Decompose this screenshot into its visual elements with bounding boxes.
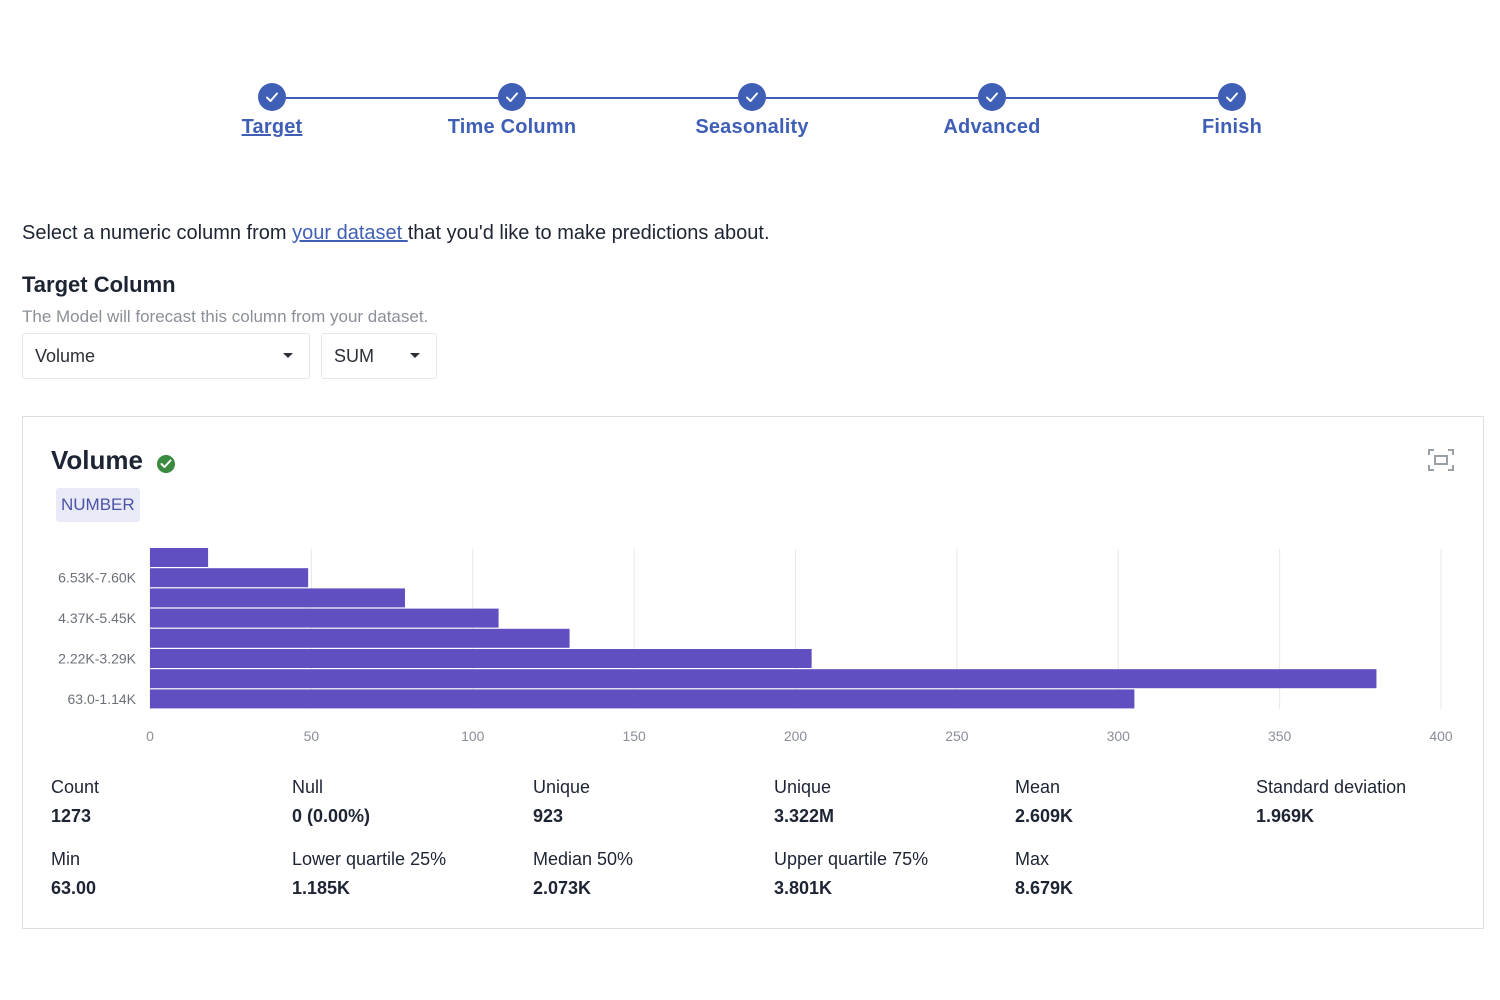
- chevron-down-icon: [410, 353, 420, 358]
- y-tick-label: 63.0-1.14K: [68, 691, 137, 707]
- target-column-select[interactable]: Volume: [22, 333, 310, 379]
- stat-value: 1.185K: [292, 878, 351, 898]
- target-column-description: The Model will forecast this column from…: [22, 307, 429, 326]
- x-tick-label: 250: [945, 728, 969, 744]
- stat-value: 63.00: [51, 878, 97, 898]
- chevron-down-icon: [283, 353, 293, 358]
- step-check-icon: [258, 83, 286, 111]
- stat-value: 1.969K: [1256, 806, 1315, 826]
- histogram-bar[interactable]: [150, 628, 570, 648]
- step-advanced[interactable]: Advanced: [872, 83, 1112, 139]
- x-tick-label: 400: [1429, 728, 1453, 744]
- aggregation-select[interactable]: SUM: [321, 333, 437, 379]
- x-tick-label: 300: [1107, 728, 1131, 744]
- stat-value: 8.679K: [1015, 878, 1074, 898]
- step-target[interactable]: Target: [152, 83, 392, 139]
- check-circle-icon: [157, 455, 175, 473]
- step-label-finish[interactable]: Finish: [1201, 116, 1263, 138]
- x-tick-label: 150: [622, 728, 646, 744]
- stat-unique: Unique 923: [533, 777, 763, 827]
- target-column-heading: Target Column: [22, 272, 176, 297]
- step-label-target[interactable]: Target: [241, 116, 303, 138]
- stat-label: Median 50%: [533, 849, 634, 869]
- stat-unique-sum: Unique 3.322M: [774, 777, 1004, 827]
- stat-value: 1273: [51, 806, 92, 826]
- column-type-badge: NUMBER: [56, 488, 140, 522]
- histogram-bar[interactable]: [150, 548, 209, 567]
- stat-lower-quartile: Lower quartile 25% 1.185K: [292, 849, 522, 899]
- stat-label: Standard deviation: [1256, 777, 1407, 797]
- step-check-icon: [978, 83, 1006, 111]
- target-column-select-value: Volume: [35, 346, 96, 366]
- intro-text-after: that you'd like to make predictions abou…: [407, 222, 770, 244]
- intro-text-before: Select a numeric column from: [22, 222, 293, 244]
- wizard-stepper: Target Time Column Seasonality Advanced …: [0, 83, 1500, 153]
- stat-value: 3.801K: [774, 878, 833, 898]
- step-check-icon: [738, 83, 766, 111]
- y-tick-label: 6.53K-7.60K: [58, 570, 136, 586]
- stat-value: 2.073K: [533, 878, 592, 898]
- x-tick-label: 50: [304, 728, 320, 744]
- stat-label: Min: [51, 849, 81, 869]
- intro-text: Select a numeric column from your datase…: [22, 222, 770, 245]
- histogram-bar[interactable]: [150, 568, 309, 588]
- step-time-column[interactable]: Time Column: [392, 83, 632, 139]
- stat-value: 923: [533, 806, 564, 826]
- step-finish[interactable]: Finish: [1112, 83, 1352, 139]
- x-tick-label: 350: [1268, 728, 1292, 744]
- x-tick-label: 200: [784, 728, 808, 744]
- y-tick-label: 4.37K-5.45K: [58, 610, 136, 626]
- stat-label: Unique: [533, 777, 591, 797]
- x-tick-label: 0: [146, 728, 154, 744]
- expand-icon[interactable]: [1426, 447, 1456, 473]
- histogram-bar[interactable]: [150, 588, 405, 608]
- stat-value: 0 (0.00%): [292, 806, 371, 826]
- stat-label: Lower quartile 25%: [292, 849, 447, 869]
- stat-label: Upper quartile 75%: [774, 849, 929, 869]
- step-label-seasonality[interactable]: Seasonality: [695, 116, 809, 138]
- step-label-time-column[interactable]: Time Column: [447, 116, 577, 138]
- histogram-bar[interactable]: [150, 669, 1377, 689]
- stat-label: Mean: [1015, 777, 1061, 797]
- column-name: Volume: [51, 445, 143, 475]
- stat-label: Max: [1015, 849, 1050, 869]
- stat-count: Count 1273: [51, 777, 281, 827]
- step-seasonality[interactable]: Seasonality: [632, 83, 872, 139]
- stat-null: Null 0 (0.00%): [292, 777, 522, 827]
- stat-max: Max 8.679K: [1015, 849, 1245, 899]
- stat-label: Count: [51, 777, 100, 797]
- stat-upper-quartile: Upper quartile 75% 3.801K: [774, 849, 1004, 899]
- volume-histogram: 0 50 100 150 200 250 300 350 400 63.0-1.14K 2.22K-…: [58, 548, 1453, 744]
- y-tick-label: 2.22K-3.29K: [58, 651, 136, 667]
- stat-mean: Mean 2.609K: [1015, 777, 1245, 827]
- aggregation-select-value: SUM: [334, 346, 374, 366]
- stat-label: Null: [292, 777, 324, 797]
- step-check-icon: [1218, 83, 1246, 111]
- step-check-icon: [498, 83, 526, 111]
- stat-median: Median 50% 2.073K: [533, 849, 763, 899]
- stat-label: Unique: [774, 777, 832, 797]
- dataset-link[interactable]: your dataset: [292, 222, 408, 244]
- stat-value: 2.609K: [1015, 806, 1074, 826]
- histogram-bar[interactable]: [150, 689, 1135, 709]
- histogram-bar[interactable]: [150, 608, 499, 628]
- column-profile-card: Volume NUMBER 0 50 100 150 200 250 300 350 400 63…: [22, 416, 1484, 929]
- stat-min: Min 63.00: [51, 849, 281, 899]
- step-label-advanced[interactable]: Advanced: [943, 116, 1041, 138]
- stat-standard-deviation: Standard deviation 1.969K: [1256, 777, 1486, 827]
- histogram-bar[interactable]: [150, 649, 812, 668]
- stat-value: 3.322M: [774, 806, 835, 826]
- x-tick-label: 100: [461, 728, 485, 744]
